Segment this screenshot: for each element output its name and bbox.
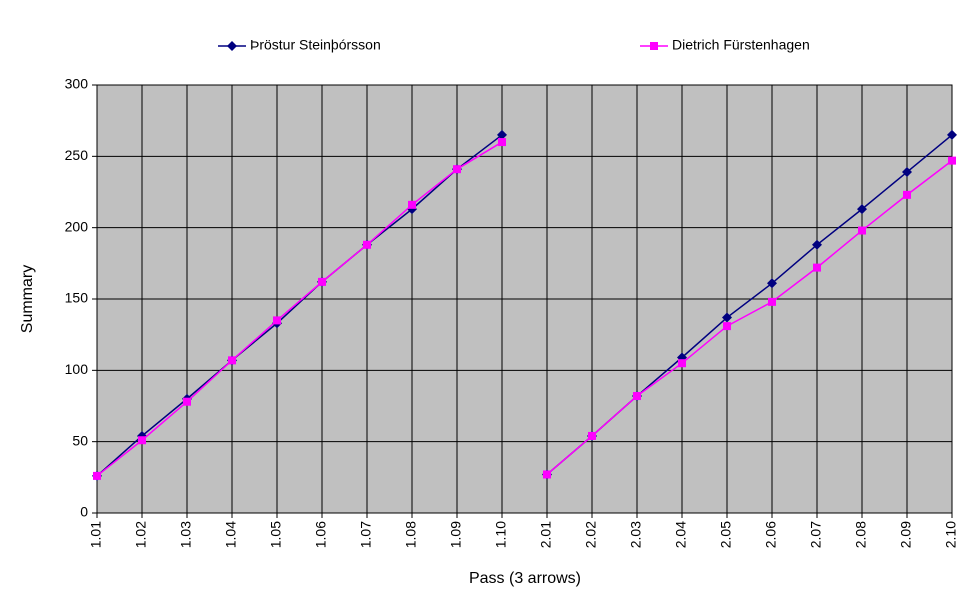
marker xyxy=(453,165,461,174)
x-tick-label: 2.04 xyxy=(673,521,689,548)
x-tick-label: 1.03 xyxy=(178,521,194,548)
marker xyxy=(767,278,777,289)
marker xyxy=(768,297,776,306)
x-tick-label: 2.09 xyxy=(898,521,914,548)
marker xyxy=(813,263,821,272)
marker xyxy=(273,316,281,325)
x-tick-label: 2.07 xyxy=(808,521,824,548)
marker xyxy=(93,471,101,480)
marker xyxy=(183,397,191,406)
marker xyxy=(138,436,146,445)
marker xyxy=(678,359,686,368)
x-tick-label: 2.08 xyxy=(853,521,869,548)
marker xyxy=(633,392,641,401)
marker xyxy=(227,41,237,51)
marker xyxy=(497,129,507,140)
x-tick-label: 1.01 xyxy=(88,521,104,548)
x-axis-label: Pass (3 arrows) xyxy=(469,570,581,587)
y-tick-label: 150 xyxy=(65,290,89,306)
x-tick-label: 1.08 xyxy=(403,521,419,548)
x-tick-label: 2.10 xyxy=(943,521,959,548)
x-tick-label: 1.05 xyxy=(268,521,284,548)
x-tick-label: 1.10 xyxy=(493,521,509,548)
marker xyxy=(723,322,731,331)
marker xyxy=(498,138,506,147)
marker xyxy=(588,431,596,440)
y-tick-label: 250 xyxy=(65,147,89,163)
y-tick-label: 50 xyxy=(72,432,88,448)
y-tick-label: 200 xyxy=(65,218,89,234)
x-tick-label: 1.04 xyxy=(223,521,239,548)
marker xyxy=(363,240,371,249)
y-axis-label: Summary xyxy=(19,265,36,333)
marker xyxy=(903,190,911,199)
x-tick-label: 2.06 xyxy=(763,521,779,548)
marker xyxy=(948,156,956,165)
marker xyxy=(857,204,867,215)
series-line xyxy=(96,141,953,477)
y-tick-label: 0 xyxy=(80,504,88,520)
marker xyxy=(812,239,822,250)
x-tick-label: 1.06 xyxy=(313,521,329,548)
marker xyxy=(902,167,912,178)
marker xyxy=(543,470,551,479)
marker xyxy=(408,200,416,209)
marker xyxy=(318,277,326,286)
marker xyxy=(650,42,658,50)
x-tick-label: 1.02 xyxy=(133,521,149,548)
x-tick-label: 2.02 xyxy=(583,521,599,548)
marker xyxy=(858,226,866,235)
legend-label: Dietrich Fürstenhagen xyxy=(672,37,810,53)
marker xyxy=(947,129,957,140)
y-tick-label: 300 xyxy=(65,76,89,92)
x-tick-label: 2.03 xyxy=(628,521,644,548)
legend-label: Þröstur Steinþórsson xyxy=(250,37,381,53)
marker xyxy=(228,356,236,365)
marker xyxy=(722,312,732,323)
y-tick-label: 100 xyxy=(65,361,89,377)
x-tick-label: 2.05 xyxy=(718,521,734,548)
x-tick-label: 2.01 xyxy=(538,521,554,548)
x-tick-label: 1.09 xyxy=(448,521,464,548)
x-tick-label: 1.07 xyxy=(358,521,374,548)
